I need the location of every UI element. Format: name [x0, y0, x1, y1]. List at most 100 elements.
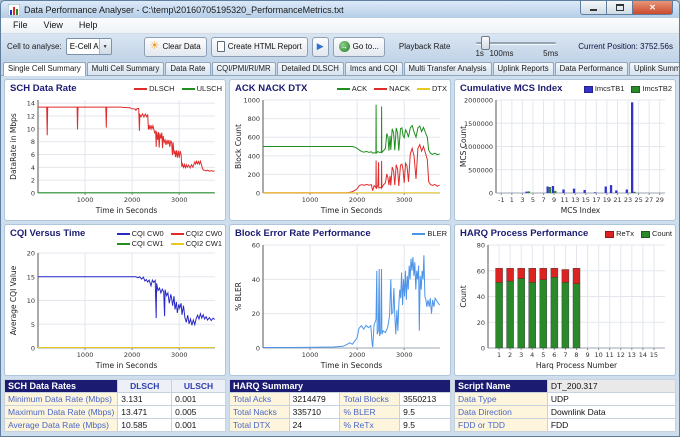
- tab-cqi-pmi-ri-mr[interactable]: CQI/PMI/RI/MR: [211, 62, 276, 75]
- svg-text:1: 1: [497, 351, 501, 359]
- cell-select[interactable]: E-Cell A ▼: [65, 38, 112, 55]
- legend-label: CQI CW1: [131, 239, 164, 248]
- table-cell: 13.471: [117, 405, 173, 419]
- window-title: Data Performance Analyser - C:\temp\2016…: [24, 4, 344, 15]
- window-controls: ✕: [580, 1, 673, 15]
- minimize-button[interactable]: [580, 1, 607, 15]
- close-button[interactable]: ✕: [633, 1, 673, 15]
- table-cell: DLSCH: [117, 379, 173, 393]
- clear-data-label: Clear Data: [162, 42, 201, 51]
- slider-label-100ms: 100ms: [489, 48, 514, 58]
- legend-marker: [336, 88, 350, 90]
- panel-cqi-versus-time: CQI Versus Time CQI CW0 CQI2 CW0 CQI CW1 CQ…: [4, 224, 226, 376]
- menu-view[interactable]: View: [43, 20, 63, 30]
- svg-text:14: 14: [639, 351, 647, 359]
- svg-text:2000: 2000: [349, 351, 366, 359]
- legend-label: NACK: [389, 84, 410, 93]
- svg-text:10: 10: [27, 297, 35, 305]
- chart-legend: ReTx Count: [605, 227, 672, 239]
- legend-label: CQI CW0: [131, 229, 164, 238]
- legend-marker: [374, 88, 388, 90]
- svg-text:20: 20: [27, 250, 35, 258]
- svg-text:-1: -1: [498, 196, 504, 204]
- svg-text:5: 5: [541, 351, 545, 359]
- menu-file[interactable]: File: [13, 20, 28, 30]
- sch-data-rates-table: SCH Data Rates DLSCH ULSCH Minimum Data Rat…: [4, 379, 226, 433]
- chart-title: Cumulative MCS Index: [460, 83, 563, 94]
- tab-uplink-summary[interactable]: Uplink Summary: [628, 62, 679, 75]
- chevron-down-icon: ▼: [98, 39, 111, 54]
- goto-button[interactable]: → Go to...: [332, 36, 385, 57]
- legend-label: ACK: [351, 84, 368, 93]
- table-cell: Total DTX: [229, 418, 290, 432]
- svg-text:% BLER: % BLER: [234, 282, 243, 311]
- legend-item-bler: BLER: [412, 229, 447, 239]
- tab-data-performance[interactable]: Data Performance: [554, 62, 628, 75]
- svg-text:1000: 1000: [77, 196, 94, 204]
- current-position-label: Current Position: 3752.56s: [578, 42, 673, 51]
- svg-text:10: 10: [27, 125, 35, 133]
- slider-thumb[interactable]: [481, 35, 491, 50]
- tab-single-cell-summary[interactable]: Single Cell Summary: [3, 62, 86, 76]
- svg-text:23: 23: [624, 196, 632, 204]
- tab-imcs-and-cqi[interactable]: Imcs and CQI: [344, 62, 403, 75]
- table-cell: Average Data Rate (Mbps): [4, 418, 119, 432]
- svg-text:Harq Process Number: Harq Process Number: [536, 361, 618, 370]
- svg-text:1: 1: [510, 196, 514, 204]
- table-cell: Minimum Data Rate (Mbps): [4, 392, 119, 406]
- legend-marker: [170, 243, 184, 245]
- app-icon: [7, 3, 21, 16]
- maximize-button[interactable]: [607, 1, 633, 15]
- close-icon: ✕: [649, 3, 656, 12]
- panel-ack-nack-dtx: ACK NACK DTX ACK NACK DTX 1000 2000 3000 0 200…: [229, 79, 451, 221]
- tab-multi-cell-summary[interactable]: Multi Cell Summary: [86, 62, 165, 75]
- table-cell: 0.005: [171, 405, 226, 419]
- chart-legend: ACK NACK DTX: [336, 82, 447, 94]
- legend-item-retx: ReTx: [605, 229, 634, 239]
- play-button[interactable]: ▶: [311, 36, 329, 57]
- svg-text:3000: 3000: [396, 351, 413, 359]
- clear-data-button[interactable]: ☀ Clear Data: [143, 36, 207, 57]
- tab-uplink-reports[interactable]: Uplink Reports: [492, 62, 554, 75]
- table-cell: HARQ Summary: [229, 379, 451, 393]
- svg-text:8: 8: [574, 351, 578, 359]
- svg-text:8: 8: [31, 138, 35, 146]
- tab-multi-transfer-analysis[interactable]: Multi Transfer Analysis: [403, 62, 492, 75]
- svg-text:1000000: 1000000: [464, 143, 493, 151]
- playback-slider[interactable]: 1s 100ms 5ms: [474, 35, 558, 59]
- svg-text:14: 14: [27, 100, 35, 108]
- svg-text:80: 80: [477, 242, 485, 250]
- legend-marker: [640, 230, 650, 238]
- legend-item-imcstb1: ImcsTB1: [583, 84, 624, 94]
- svg-text:3000: 3000: [396, 196, 413, 204]
- table-cell: FDD or TDD: [454, 418, 548, 432]
- tab-data-rate[interactable]: Data Rate: [165, 62, 211, 75]
- svg-text:21: 21: [613, 196, 621, 204]
- tab-detailed-dlsch[interactable]: Detailed DLSCH: [276, 62, 344, 75]
- svg-text:6: 6: [31, 151, 35, 159]
- legend-item-dtx: DTX: [417, 84, 447, 94]
- panel-header: Cumulative MCS Index ImcsTB1 ImcsTB2: [458, 82, 672, 96]
- legend-marker: [170, 233, 184, 235]
- sch-data-rate-chart: 1000 2000 3000 0 2 4 6 8 10 12 14 Time in Seconds Da…: [9, 100, 215, 215]
- svg-text:25: 25: [634, 196, 642, 204]
- harq-summary-table: HARQ Summary Total Acks 3214479 Total Block…: [229, 379, 451, 433]
- svg-text:2: 2: [508, 351, 512, 359]
- menu-help[interactable]: Help: [78, 20, 98, 30]
- svg-text:17: 17: [592, 196, 600, 204]
- svg-text:4: 4: [31, 164, 35, 172]
- create-html-report-button[interactable]: Create HTML Report: [210, 36, 308, 57]
- chart-title: CQI Versus Time: [10, 228, 86, 239]
- table-cell: % BLER: [339, 405, 401, 419]
- svg-text:9: 9: [552, 196, 556, 204]
- table-cell: Total Nacks: [229, 405, 290, 419]
- script-info-table: Script Name DT_200.317 Data Type UDP Data Di…: [454, 379, 676, 433]
- play-icon: ▶: [316, 41, 324, 51]
- svg-text:Count: Count: [459, 285, 468, 307]
- svg-text:Block Count: Block Count: [234, 124, 243, 169]
- svg-text:MCS Index: MCS Index: [561, 206, 601, 215]
- panel-header: HARQ Process Performance ReTx Count: [458, 227, 672, 241]
- panel-header: ACK NACK DTX ACK NACK DTX: [233, 82, 447, 96]
